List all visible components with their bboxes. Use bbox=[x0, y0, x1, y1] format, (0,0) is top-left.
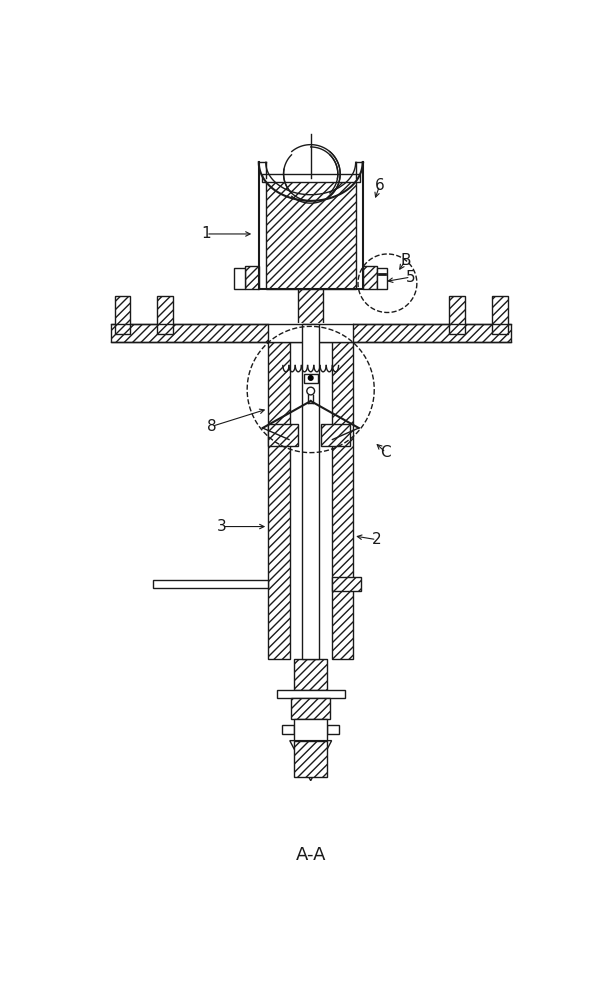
Bar bbox=[234, 268, 245, 289]
Bar bbox=[327, 725, 339, 734]
Text: 6: 6 bbox=[375, 178, 385, 193]
Text: C: C bbox=[381, 445, 391, 460]
Text: 1: 1 bbox=[202, 226, 211, 241]
Bar bbox=[154, 580, 268, 588]
Text: 3: 3 bbox=[217, 519, 226, 534]
Bar bbox=[268, 342, 290, 659]
Circle shape bbox=[308, 376, 313, 380]
Bar bbox=[262, 174, 359, 182]
Bar bbox=[304, 374, 317, 383]
Bar bbox=[115, 296, 130, 334]
Bar bbox=[376, 268, 387, 289]
Bar bbox=[492, 296, 507, 334]
Bar bbox=[320, 424, 350, 446]
Bar bbox=[157, 296, 173, 334]
Bar bbox=[294, 719, 327, 741]
Bar bbox=[302, 324, 319, 659]
Text: 8: 8 bbox=[207, 419, 216, 434]
Bar bbox=[294, 741, 327, 777]
Bar bbox=[110, 324, 512, 342]
Text: 2: 2 bbox=[371, 532, 381, 547]
Bar bbox=[298, 289, 323, 324]
Bar bbox=[266, 178, 356, 289]
Bar bbox=[449, 296, 465, 334]
Polygon shape bbox=[290, 741, 331, 781]
Bar bbox=[331, 342, 353, 659]
Bar bbox=[331, 577, 361, 591]
Text: A-A: A-A bbox=[296, 846, 326, 864]
Bar bbox=[294, 659, 327, 690]
Bar bbox=[277, 690, 345, 698]
Bar bbox=[245, 266, 259, 289]
Bar bbox=[362, 266, 376, 289]
Text: 5: 5 bbox=[406, 270, 415, 285]
Bar bbox=[282, 725, 294, 734]
Text: B: B bbox=[400, 253, 410, 268]
Circle shape bbox=[307, 387, 314, 395]
Bar bbox=[268, 424, 297, 446]
Bar bbox=[268, 323, 353, 343]
Bar bbox=[291, 698, 330, 719]
